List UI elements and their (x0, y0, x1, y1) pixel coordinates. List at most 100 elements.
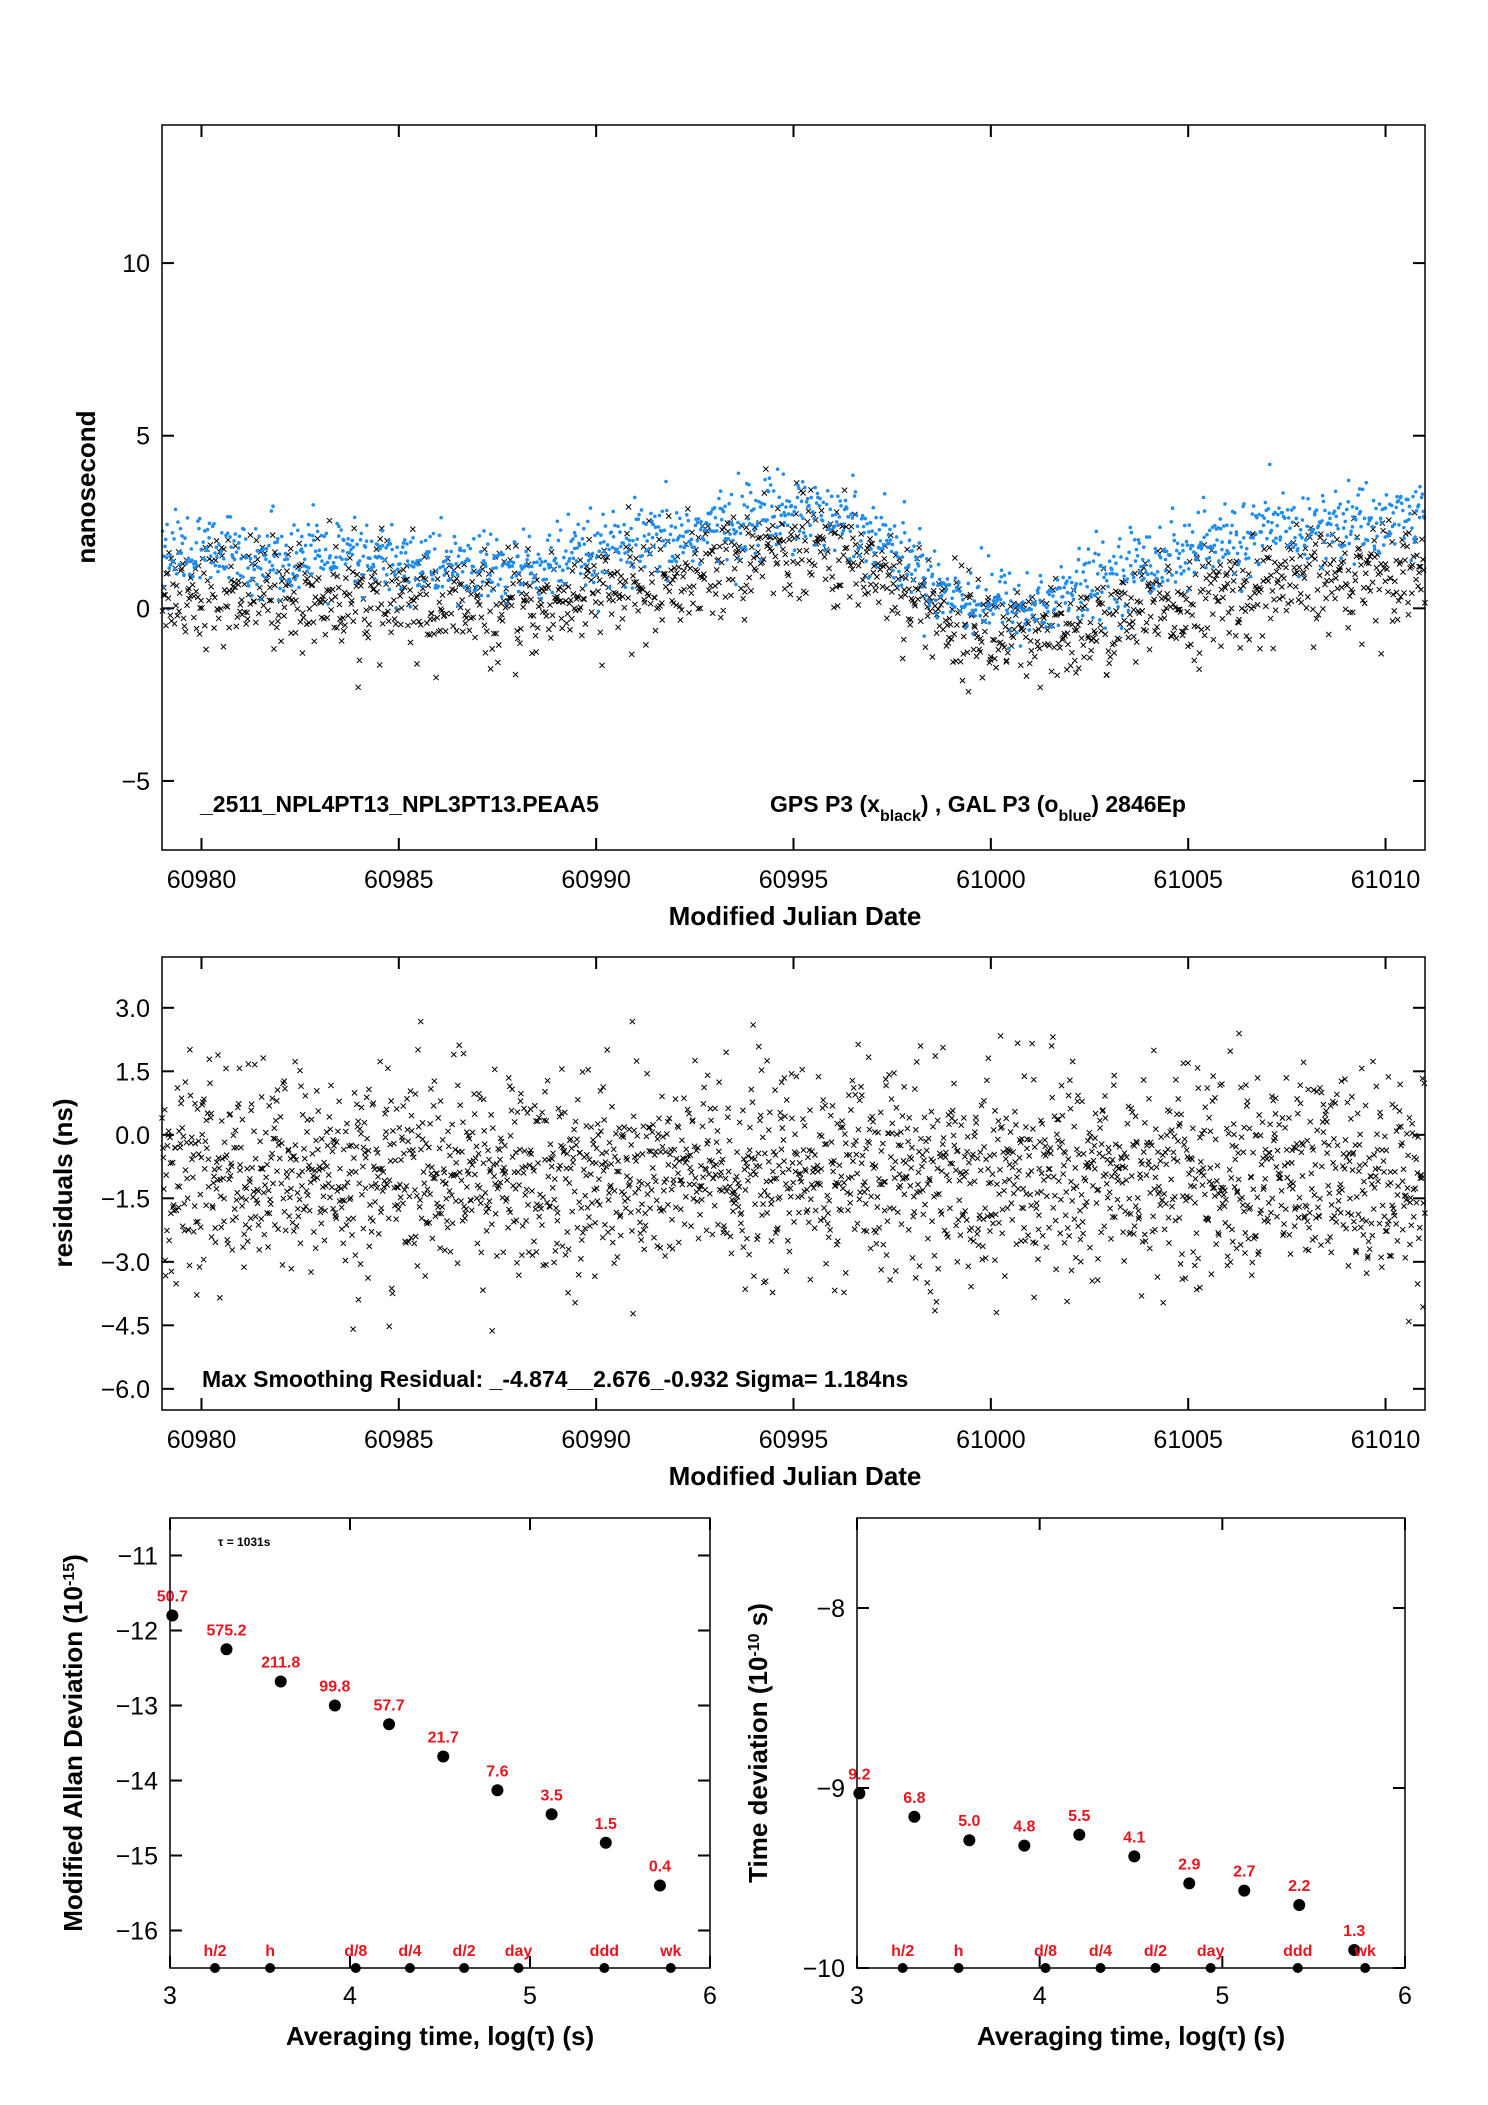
residual-point (271, 1125, 278, 1132)
gal-point (872, 560, 877, 565)
gps-point (822, 576, 829, 583)
residual-point (1223, 1125, 1230, 1132)
residual-point (275, 1226, 282, 1233)
gal-point (873, 532, 878, 536)
residual-point (692, 1057, 698, 1064)
gal-point (685, 513, 689, 517)
gal-point (948, 610, 953, 614)
gal-point (565, 566, 570, 570)
residual-point (995, 1219, 1002, 1226)
gps-point (346, 591, 353, 598)
gal-point (1278, 535, 1283, 539)
residual-point (663, 1176, 670, 1183)
panel1-x-label: Modified Julian Date (669, 901, 922, 931)
residual-point (428, 1164, 435, 1171)
residual-point (178, 1100, 184, 1107)
residual-point (162, 1272, 169, 1279)
gps-point (1073, 626, 1080, 633)
residual-point (480, 1160, 487, 1167)
residual-point (466, 1135, 473, 1142)
residual-point (912, 1126, 919, 1133)
residual-point (1073, 1183, 1080, 1190)
gal-point (647, 532, 651, 537)
gps-point (690, 583, 697, 590)
gps-point (1402, 530, 1409, 537)
gps-point (476, 601, 483, 608)
residual-point (1200, 1165, 1207, 1172)
gps-point (657, 602, 664, 609)
gal-point (1286, 516, 1291, 520)
residual-point (1274, 1147, 1281, 1154)
residual-point (765, 1127, 772, 1134)
residual-point (1133, 1138, 1140, 1145)
gps-point (264, 607, 271, 614)
residual-point (333, 1215, 340, 1222)
residual-point (483, 1209, 490, 1215)
residual-point (327, 1194, 333, 1201)
gps-point (750, 554, 757, 561)
residual-point (322, 1207, 329, 1214)
residual-point (968, 1283, 975, 1290)
gal-point (283, 551, 288, 556)
gal-point (315, 529, 320, 534)
gps-point (493, 630, 500, 637)
gal-point (1312, 512, 1317, 517)
residual-point (1141, 1231, 1148, 1238)
residual-point (203, 1117, 210, 1124)
residual-point (749, 1099, 756, 1106)
residual-point (1282, 1206, 1289, 1213)
residual-point (476, 1090, 482, 1097)
residual-point (190, 1152, 197, 1159)
gal-point (314, 523, 319, 528)
gps-point (772, 553, 779, 560)
gps-point (1405, 611, 1412, 618)
residual-point (318, 1220, 325, 1227)
gal-point (965, 623, 969, 628)
gal-point (981, 608, 985, 613)
residual-point (874, 1194, 881, 1200)
gps-point (599, 662, 605, 669)
gal-point (324, 531, 329, 536)
gps-point (1187, 641, 1194, 648)
residual-point (675, 1239, 682, 1246)
gal-point (574, 559, 579, 563)
residual-point (892, 1158, 899, 1165)
gal-point (796, 483, 800, 487)
gps-point (681, 586, 688, 593)
residual-point (841, 1131, 848, 1138)
gps-point (697, 605, 704, 612)
residual-point (291, 1153, 298, 1160)
gps-point (580, 595, 587, 602)
residual-point (740, 1156, 747, 1163)
gal-point (1005, 608, 1009, 613)
gal-point (1024, 617, 1029, 622)
gps-point (494, 659, 501, 666)
gal-point (1070, 593, 1075, 598)
residual-point (580, 1166, 587, 1173)
residual-point (935, 1265, 942, 1272)
gps-point (748, 544, 755, 551)
gal-point (1107, 559, 1112, 564)
gal-point (307, 533, 312, 537)
gal-point (1075, 615, 1080, 620)
gal-point (1014, 611, 1018, 616)
gal-point (1155, 570, 1160, 574)
gal-point (445, 555, 450, 560)
gal-point (321, 567, 326, 571)
residual-point (466, 1158, 473, 1165)
gal-point (1081, 570, 1085, 574)
gps-point (1404, 543, 1411, 550)
residual-point (379, 1165, 385, 1172)
residual-point (821, 1141, 828, 1148)
gal-point (472, 536, 476, 541)
residual-point (285, 1148, 292, 1154)
residual-point (293, 1223, 300, 1230)
gal-point (1414, 509, 1419, 513)
gal-point (449, 549, 453, 554)
gps-point (628, 651, 635, 658)
gps-point (971, 622, 978, 629)
residual-point (1200, 1172, 1207, 1179)
residual-point (218, 1117, 225, 1124)
residual-point (1062, 1212, 1069, 1219)
residual-point (655, 1130, 662, 1137)
